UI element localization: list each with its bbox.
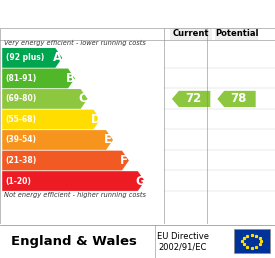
Text: B: B — [66, 72, 75, 85]
Text: (69-80): (69-80) — [6, 94, 37, 103]
Text: Not energy efficient - higher running costs: Not energy efficient - higher running co… — [4, 192, 145, 198]
Polygon shape — [2, 151, 129, 170]
Text: F: F — [120, 154, 128, 167]
Text: (21-38): (21-38) — [6, 156, 37, 165]
Text: (81-91): (81-91) — [6, 74, 37, 83]
Text: G: G — [135, 175, 145, 188]
Text: D: D — [91, 113, 100, 126]
Text: (39-54): (39-54) — [6, 135, 37, 144]
Polygon shape — [2, 89, 88, 109]
Text: 78: 78 — [230, 92, 247, 106]
Text: Current: Current — [173, 29, 209, 38]
Text: A: A — [53, 51, 62, 64]
Polygon shape — [2, 171, 145, 191]
Text: Very energy efficient - lower running costs: Very energy efficient - lower running co… — [4, 40, 145, 46]
Text: Energy Efficiency Rating: Energy Efficiency Rating — [36, 6, 239, 21]
Text: (1-20): (1-20) — [6, 176, 31, 186]
Text: E: E — [104, 133, 112, 147]
Text: 2002/91/EC: 2002/91/EC — [159, 243, 207, 252]
Text: England & Wales: England & Wales — [11, 235, 137, 248]
Bar — [170, 28, 212, 40]
Text: Potential: Potential — [215, 29, 258, 38]
Bar — [234, 229, 270, 253]
Text: C: C — [78, 92, 87, 106]
Polygon shape — [172, 91, 210, 107]
Polygon shape — [2, 69, 75, 88]
Text: (92 plus): (92 plus) — [6, 53, 44, 62]
Bar — [215, 28, 258, 40]
Text: EU Directive: EU Directive — [157, 232, 209, 241]
Text: 72: 72 — [185, 92, 201, 106]
Polygon shape — [217, 91, 256, 107]
Polygon shape — [2, 130, 113, 150]
Polygon shape — [2, 48, 62, 68]
Polygon shape — [2, 110, 100, 129]
Text: (55-68): (55-68) — [6, 115, 37, 124]
